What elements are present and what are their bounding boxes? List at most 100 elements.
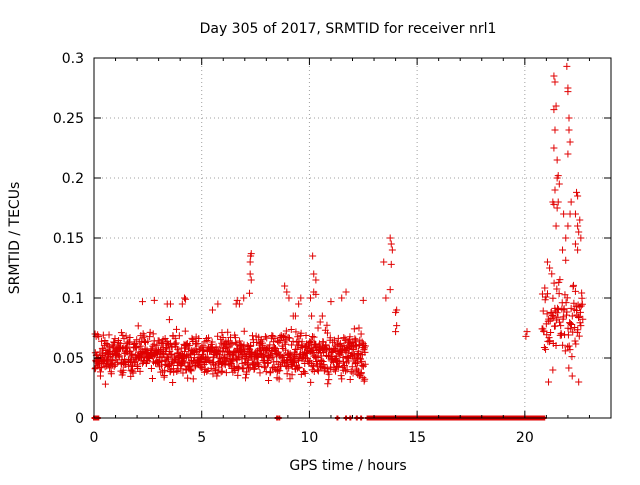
data-point [347, 368, 355, 376]
data-point [173, 367, 181, 375]
data-point [260, 364, 268, 372]
data-point [545, 378, 553, 386]
data-point [251, 364, 259, 372]
data-point [564, 150, 572, 158]
chart-title: Day 305 of 2017, SRMTID for receiver nrl… [200, 21, 497, 37]
data-point [562, 234, 570, 242]
data-point [171, 334, 179, 342]
data-point [255, 362, 263, 370]
data-point [153, 341, 161, 349]
data-point [194, 340, 202, 348]
data-point [540, 327, 548, 335]
data-point [551, 186, 559, 194]
data-point [281, 340, 289, 348]
data-point [314, 367, 322, 375]
data-point [269, 353, 277, 361]
data-point [284, 333, 292, 341]
data-point [205, 357, 213, 365]
data-point [568, 312, 576, 320]
data-point [184, 345, 192, 353]
data-point [295, 364, 303, 372]
data-point [98, 364, 106, 372]
data-point [568, 320, 576, 328]
data-point [131, 340, 139, 348]
data-point [164, 355, 172, 363]
data-point [571, 210, 579, 218]
data-point [323, 329, 331, 337]
data-point [386, 286, 394, 294]
x-tick-label: 15 [408, 430, 426, 446]
data-point [146, 333, 154, 341]
data-point [312, 276, 320, 284]
data-point [361, 348, 369, 356]
data-point [214, 332, 222, 340]
data-point [240, 327, 248, 335]
data-point [310, 333, 318, 341]
data-point [338, 375, 346, 383]
data-point [308, 312, 316, 320]
data-point [546, 264, 554, 272]
data-point [342, 288, 350, 296]
data-point [222, 344, 230, 352]
data-point [346, 333, 354, 341]
data-point [218, 367, 226, 375]
data-point [136, 342, 144, 350]
data-point [288, 371, 296, 379]
data-point [235, 354, 243, 362]
data-point [577, 234, 585, 242]
data-point [561, 347, 569, 355]
y-tick-label: 0.3 [62, 51, 84, 67]
data-point [325, 370, 333, 378]
data-point [306, 294, 314, 302]
data-point [272, 344, 280, 352]
data-point [247, 341, 255, 349]
data-point [261, 333, 269, 341]
data-point [285, 294, 293, 302]
data-point [281, 332, 289, 340]
data-point [182, 344, 190, 352]
data-point [191, 363, 199, 371]
data-point [311, 352, 319, 360]
data-point [219, 334, 227, 342]
data-point [178, 300, 186, 308]
x-tick-label: 20 [516, 430, 534, 446]
data-point [574, 246, 582, 254]
x-tick-label: 0 [90, 430, 99, 446]
data-point [569, 281, 577, 289]
data-point [214, 369, 222, 377]
y-tick-label: 0.25 [53, 111, 84, 127]
data-point [233, 296, 241, 304]
y-tick-label: 0.05 [53, 351, 84, 367]
data-point [257, 335, 265, 343]
data-point [186, 366, 194, 374]
data-point [250, 365, 258, 373]
data-point [134, 322, 142, 330]
y-axis-label: SRMTID / TECUs [7, 182, 23, 295]
data-point [238, 365, 246, 373]
data-point [571, 287, 579, 295]
data-point [310, 368, 318, 376]
data-point [358, 338, 366, 346]
data-point [336, 339, 344, 347]
data-point [181, 348, 189, 356]
data-point [357, 330, 365, 338]
data-point [341, 336, 349, 344]
data-point [539, 307, 547, 315]
data-point [295, 300, 303, 308]
data-point [242, 374, 250, 382]
data-point [555, 180, 563, 188]
data-point [552, 341, 560, 349]
data-point [319, 357, 327, 365]
data-point [189, 375, 197, 383]
data-point [234, 371, 242, 379]
data-point [310, 270, 318, 278]
data-point [309, 252, 317, 260]
data-point [564, 222, 572, 230]
data-point [146, 328, 154, 336]
data-point [393, 306, 401, 314]
data-point [568, 353, 576, 361]
data-point [254, 361, 262, 369]
data-marks [91, 62, 587, 421]
data-point [559, 246, 567, 254]
data-point [207, 364, 215, 372]
